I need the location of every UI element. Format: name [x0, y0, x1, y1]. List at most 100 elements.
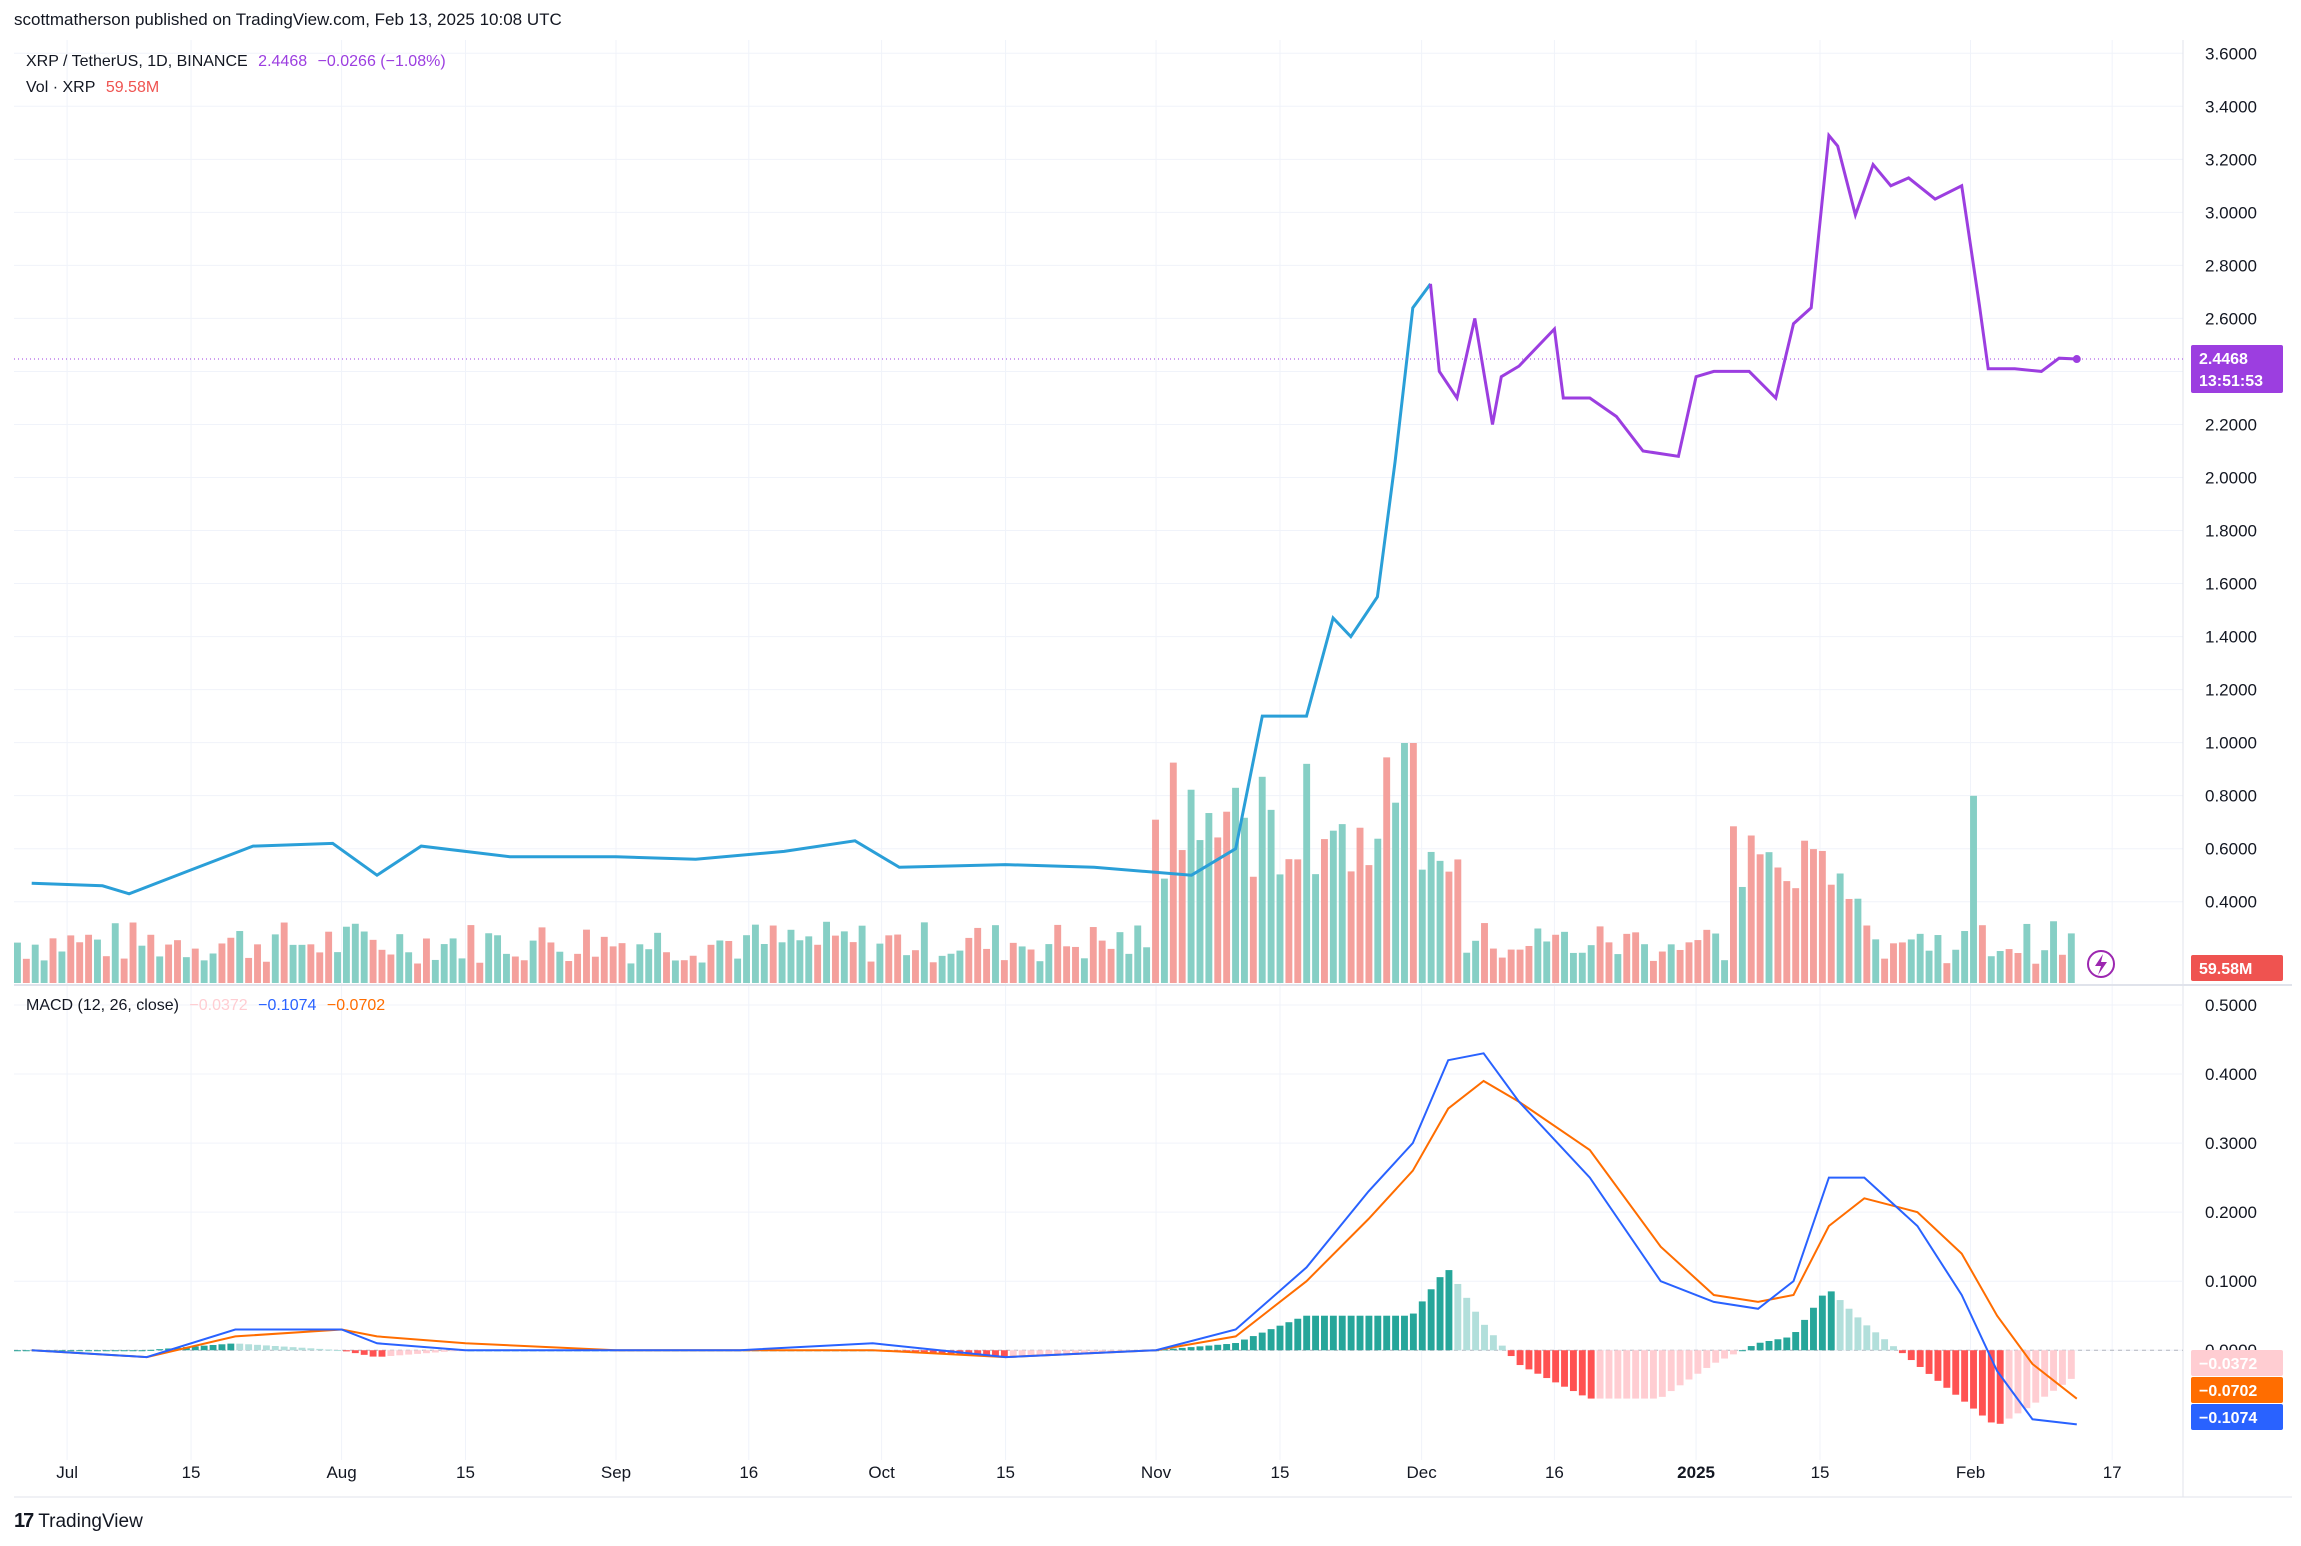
volume-bar [316, 952, 324, 983]
volume-bar [396, 934, 404, 983]
macd-histogram-bar [1881, 1339, 1889, 1351]
price-tag-box [2191, 345, 2283, 394]
volume-bar [1080, 958, 1088, 983]
volume-bar [1009, 942, 1017, 983]
macd-histogram-bar [1925, 1350, 1933, 1374]
macd-histogram-bar [1783, 1337, 1791, 1351]
macd-histogram-bar [1818, 1295, 1826, 1351]
volume-bar [129, 922, 137, 983]
macd-histogram-bar [405, 1350, 413, 1355]
volume-bar [1987, 956, 1995, 983]
volume-bar [49, 938, 57, 983]
macd-histogram-bar [1481, 1324, 1488, 1351]
macd-histogram-bar [1383, 1315, 1391, 1351]
volume-bar [1276, 874, 1284, 983]
volume-bar [209, 953, 217, 983]
volume-bar [1338, 824, 1346, 983]
volume-bar [636, 944, 644, 983]
volume-bar [1365, 865, 1373, 983]
macd-histogram-bar [1845, 1308, 1853, 1351]
volume-bar [67, 935, 75, 983]
macd-histogram-bar [1934, 1350, 1942, 1381]
volume-bar [1240, 817, 1248, 983]
macd-histogram-bar [111, 1350, 119, 1352]
macd-tag: −0.1074 [2191, 1404, 2283, 1430]
volume-bar [1045, 944, 1053, 983]
volume-bar [1561, 931, 1568, 983]
volume-bar [823, 921, 830, 983]
tradingview-logo[interactable]: 17 TradingView [14, 1510, 143, 1533]
date-tick-label: 16 [1545, 1463, 1564, 1482]
macd-histogram-bar [289, 1347, 297, 1351]
macd-histogram-bar [1427, 1289, 1435, 1351]
volume-bar [929, 962, 937, 983]
macd-tag-box [2191, 1404, 2283, 1430]
volume-value: 59.58M [105, 79, 160, 96]
macd-histogram-bar [1898, 1350, 1906, 1354]
volume-bar [529, 940, 537, 983]
volume-bar [1205, 813, 1213, 983]
macd-histogram-bar [191, 1346, 199, 1351]
grid-lines [14, 40, 2292, 1498]
volume-bar [1525, 945, 1533, 983]
volume-bar [31, 944, 39, 983]
volume-bar [494, 935, 502, 983]
volume-bar [111, 923, 119, 983]
macd-histogram-bar [1169, 1348, 1177, 1351]
macd-histogram-bar [1454, 1283, 1462, 1351]
volume-bar [1543, 941, 1551, 983]
volume-bar [254, 944, 261, 983]
volume-bar [1658, 951, 1666, 983]
macd-histogram-bar [983, 1350, 991, 1357]
volume-bar [1694, 940, 1702, 983]
macd-histogram-bar [1267, 1329, 1275, 1351]
volume-bar [1054, 924, 1062, 983]
volume-bar [147, 934, 155, 983]
main-legend: XRP / TetherUS, 1D, BINANCE 2.4468 −0.02… [26, 53, 452, 71]
price-tag-text: 2.4468 [2199, 351, 2248, 368]
macd-histogram-bar [1543, 1350, 1551, 1379]
volume-bar [1107, 948, 1115, 983]
macd-histogram-bar [1605, 1350, 1613, 1399]
volume-bar [2005, 949, 2013, 983]
volume-bar [992, 925, 999, 983]
volume-tag: 59.58M [2191, 955, 2283, 981]
volume-bar [2023, 923, 2031, 983]
macd-histogram-bar [440, 1350, 448, 1352]
volume-bar [1489, 948, 1497, 983]
volume-bar [387, 954, 395, 983]
volume-bar [903, 955, 911, 983]
macd-line [31, 1052, 2077, 1426]
volume-bar [1374, 838, 1382, 983]
macd-histogram-bar [1338, 1315, 1346, 1351]
macd-histogram-bar [1552, 1350, 1560, 1383]
volume-bar [1427, 851, 1435, 983]
macd-histogram-bar [1107, 1350, 1115, 1353]
volume-legend: Vol · XRP 59.58M [26, 79, 165, 97]
volume-bar [1481, 923, 1488, 983]
macd-histogram-bar [22, 1350, 30, 1352]
macd-histogram-bar [1054, 1350, 1062, 1355]
macd-histogram-bar [387, 1350, 395, 1356]
volume-bar [840, 931, 848, 983]
volume-bar [1587, 945, 1595, 983]
volume-bar [467, 925, 475, 983]
macd-histogram-bar [1321, 1315, 1328, 1351]
volume-bar [805, 936, 813, 983]
volume-bar [14, 942, 21, 983]
volume-bar [858, 925, 866, 983]
volume-bar [547, 942, 555, 983]
macd-histogram-bar [1525, 1350, 1533, 1370]
macd-histogram-bar [1810, 1307, 1817, 1351]
volume-bar [1116, 932, 1124, 983]
volume-bar [1472, 940, 1480, 983]
volume-bar [1632, 932, 1640, 983]
volume-bar [1925, 950, 1933, 983]
volume-bar [1907, 939, 1915, 983]
volume-bar [1614, 954, 1622, 983]
price-tick-label: 3.4000 [2205, 97, 2257, 116]
volume-bar [414, 963, 421, 983]
volume-bar [947, 953, 955, 983]
signal-tag-box [2191, 1377, 2283, 1403]
